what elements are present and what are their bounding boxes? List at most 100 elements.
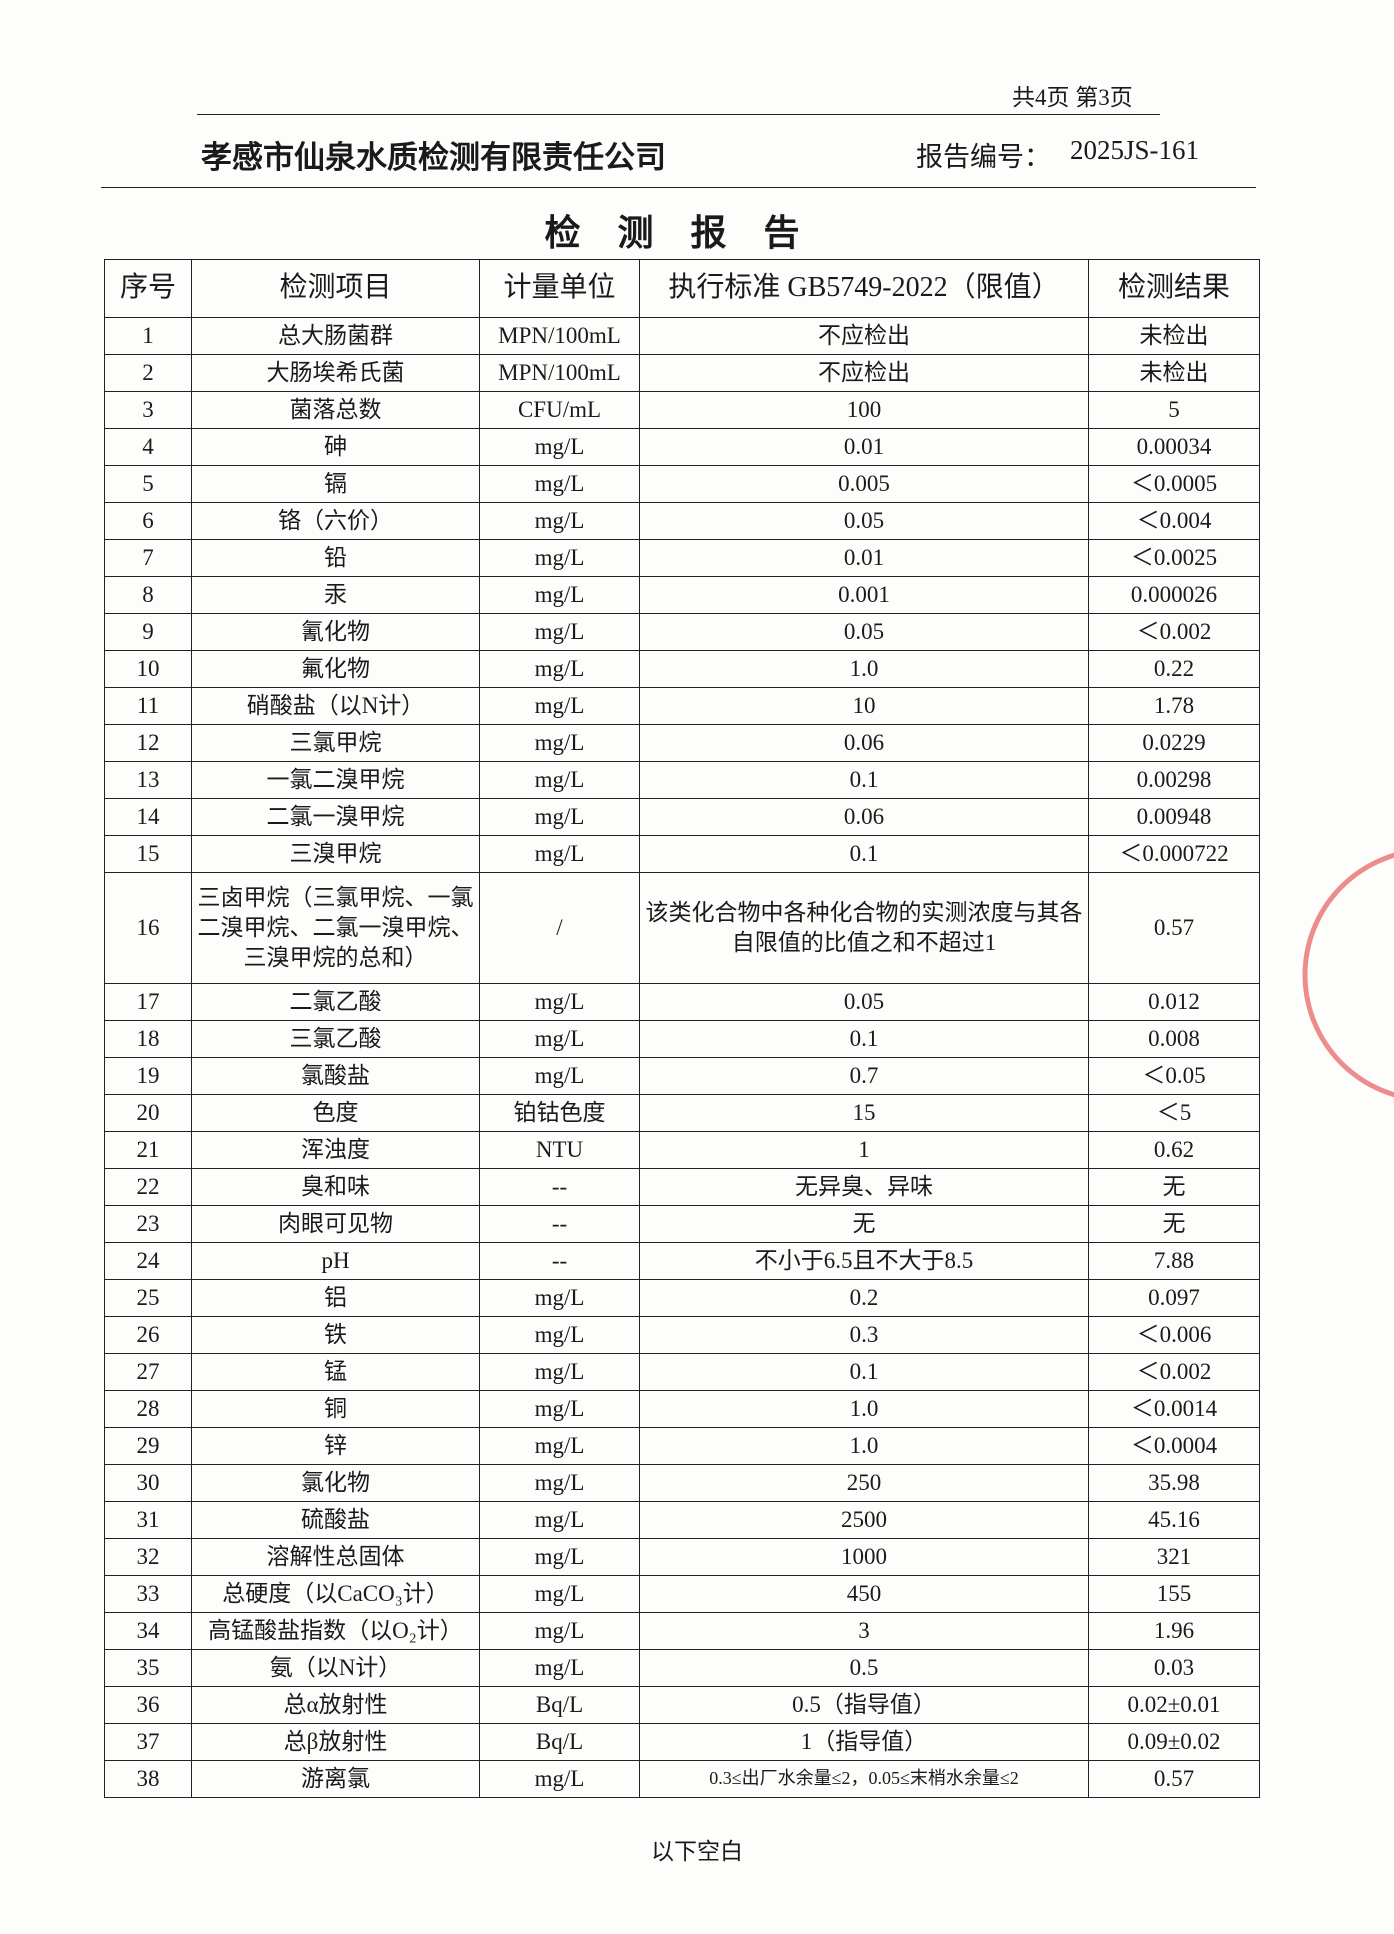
table-cell: mg/L (479, 1020, 640, 1058)
table-cell: ＜0.000722 (1088, 835, 1260, 873)
table-cell: 铜 (191, 1390, 480, 1428)
table-cell: 28 (104, 1390, 192, 1428)
company-name: 孝感市仙泉水质检测有限责任公司 (201, 140, 666, 175)
table-cell: 1.78 (1088, 687, 1260, 725)
table-cell: 0.57 (1088, 872, 1260, 984)
table-cell: mg/L (479, 502, 640, 540)
table-cell: 0.1 (639, 1020, 1089, 1058)
table-cell: 无 (1088, 1168, 1260, 1206)
table-cell: 二氯乙酸 (191, 983, 480, 1021)
table-cell: 18 (104, 1020, 192, 1058)
table-cell: 8 (104, 576, 192, 614)
table-cell: 0.001 (639, 576, 1089, 614)
table-cell: 10 (639, 687, 1089, 725)
table-cell: mg/L (479, 687, 640, 725)
table-cell: / (479, 872, 640, 984)
table-cell: 0.000026 (1088, 576, 1260, 614)
table-cell: 0.00948 (1088, 798, 1260, 836)
table-cell: 0.1 (639, 761, 1089, 799)
table-cell: 1000 (639, 1538, 1089, 1576)
table-cell: NTU (479, 1131, 640, 1169)
table-row: 27 锰 mg/L 0.1 ＜0.002 (104, 1353, 1260, 1391)
table-cell: 臭和味 (191, 1168, 480, 1206)
seal (1302, 852, 1394, 1098)
table-cell: 1 (104, 317, 192, 355)
table-cell: 0.005 (639, 465, 1089, 503)
table-cell: mg/L (479, 761, 640, 799)
table-cell: mg/L (479, 1649, 640, 1687)
table-cell: mg/L (479, 428, 640, 466)
table-cell: ＜0.0014 (1088, 1390, 1260, 1428)
table-row: 4 砷 mg/L 0.01 0.00034 (104, 428, 1260, 466)
table-cell: 0.5 (639, 1649, 1089, 1687)
table-cell: 0.3≤出厂水余量≤2，0.05≤末梢水余量≤2 (639, 1760, 1089, 1798)
table-row: 19 氯酸盐 mg/L 0.7 ＜0.05 (104, 1057, 1260, 1095)
table-cell: 2 (104, 354, 192, 392)
table-cell: 23 (104, 1205, 192, 1243)
table-cell: 5 (104, 465, 192, 503)
table-cell: 26 (104, 1316, 192, 1354)
table-row: 23 肉眼可见物 -- 无无 (104, 1205, 1260, 1243)
table-row: 12 三氯甲烷 mg/L 0.06 0.0229 (104, 724, 1260, 762)
table-cell: MPN/100mL (479, 317, 640, 355)
table-cell: 24 (104, 1242, 192, 1280)
table-cell: 0.097 (1088, 1279, 1260, 1317)
table-row: 18 三氯乙酸 mg/L 0.1 0.008 (104, 1020, 1260, 1058)
table-cell: 1.0 (639, 1427, 1089, 1465)
table-row: 13 一氯二溴甲烷 mg/L 0.1 0.00298 (104, 761, 1260, 799)
table-cell: mg/L (479, 1427, 640, 1465)
table-cell: 锰 (191, 1353, 480, 1391)
table-cell: 21 (104, 1131, 192, 1169)
table-cell: 37 (104, 1723, 192, 1761)
table-cell: 30 (104, 1464, 192, 1502)
column-header: 检测项目 (191, 259, 480, 318)
table-row: 16 三卤甲烷（三氯甲烷、一氯二溴甲烷、二氯一溴甲烷、三溴甲烷的总和） / 该类化合物… (104, 872, 1260, 984)
table-cell: 5 (1088, 391, 1260, 429)
table-row: 2 大肠埃希氏菌 MPN/100mL 不应检出 未检出 (104, 354, 1260, 392)
table-cell: 25 (104, 1279, 192, 1317)
table-row: 14 二氯一溴甲烷 mg/L 0.06 0.00948 (104, 798, 1260, 836)
table-row: 15 三溴甲烷 mg/L 0.1 ＜0.000722 (104, 835, 1260, 873)
table-cell: mg/L (479, 798, 640, 836)
table-cell: Bq/L (479, 1686, 640, 1724)
table-cell: mg/L (479, 1353, 640, 1391)
table-cell: 1.0 (639, 650, 1089, 688)
column-header: 检测结果 (1088, 259, 1260, 318)
table-cell: -- (479, 1168, 640, 1206)
table-cell: 15 (104, 835, 192, 873)
table-cell: 22 (104, 1168, 192, 1206)
table-cell: 氟化物 (191, 650, 480, 688)
column-header: 序号 (104, 259, 192, 318)
table-cell: 1（指导值） (639, 1723, 1089, 1761)
table-cell: 无异臭、异味 (639, 1168, 1089, 1206)
table-cell: 0.05 (639, 502, 1089, 540)
table-cell: 氰化物 (191, 613, 480, 651)
table-cell: 高锰酸盐指数（以O₂计） (191, 1612, 480, 1650)
table-cell: mg/L (479, 539, 640, 577)
table-cell: ＜0.002 (1088, 613, 1260, 651)
table-row: 28 铜 mg/L 1.0 ＜0.0014 (104, 1390, 1260, 1428)
table-cell: 砷 (191, 428, 480, 466)
table-cell: 总大肠菌群 (191, 317, 480, 355)
table-cell: 0.05 (639, 613, 1089, 651)
table-cell: ＜0.05 (1088, 1057, 1260, 1095)
table-cell: MPN/100mL (479, 354, 640, 392)
table-cell: 铁 (191, 1316, 480, 1354)
footer-note: 以下空白 (651, 1839, 743, 1864)
table-cell: 不小于6.5且不大于8.5 (639, 1242, 1089, 1280)
table-cell: 三卤甲烷（三氯甲烷、一氯二溴甲烷、二氯一溴甲烷、三溴甲烷的总和） (191, 872, 480, 984)
column-header: 计量单位 (479, 259, 640, 318)
table-cell: 29 (104, 1427, 192, 1465)
table-cell: mg/L (479, 983, 640, 1021)
table-cell: mg/L (479, 465, 640, 503)
table-cell: 31 (104, 1501, 192, 1539)
table-cell: 不应检出 (639, 354, 1089, 392)
table-cell: 锌 (191, 1427, 480, 1465)
table-cell: 0.2 (639, 1279, 1089, 1317)
table-cell: 0.62 (1088, 1131, 1260, 1169)
table-cell: 100 (639, 391, 1089, 429)
table-cell: 菌落总数 (191, 391, 480, 429)
table-cell: mg/L (479, 1501, 640, 1539)
table-cell: 一氯二溴甲烷 (191, 761, 480, 799)
table-cell: 三溴甲烷 (191, 835, 480, 873)
